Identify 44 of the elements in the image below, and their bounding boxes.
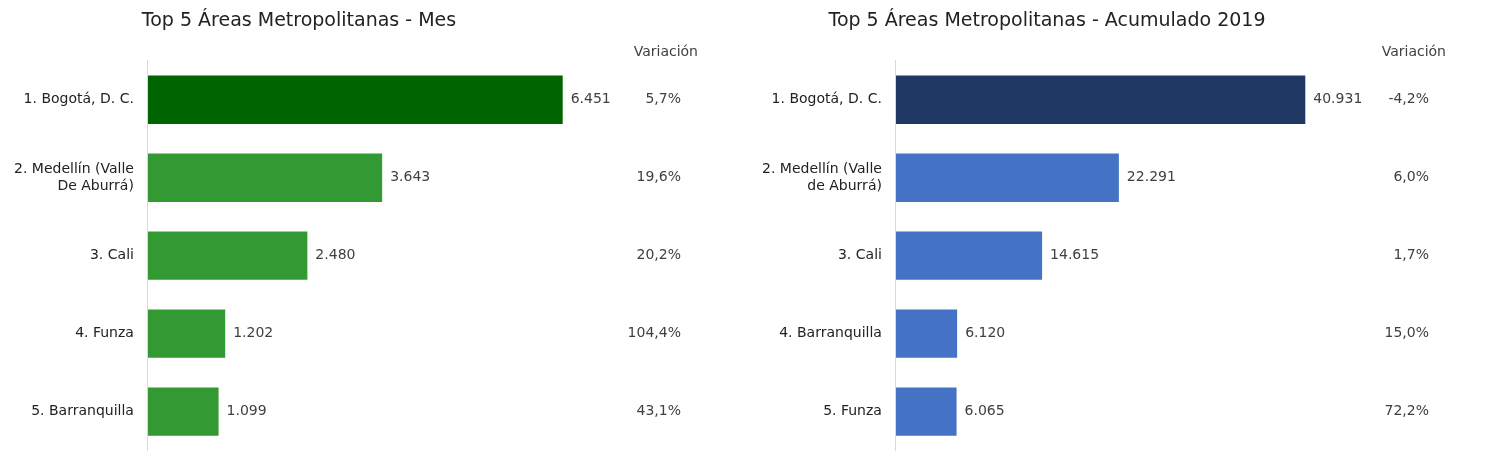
- text: 6,0%: [1393, 168, 1429, 185]
- data-label: 1.099: [226, 402, 267, 419]
- data-label: 1.202: [233, 324, 274, 341]
- bar: [147, 387, 219, 436]
- y-tick-label: 4. Funza: [75, 324, 134, 341]
- bar: [895, 231, 1043, 280]
- y-tick-label: 5. Funza: [823, 402, 882, 419]
- y-tick-label: 5. Barranquilla: [31, 402, 134, 419]
- data-label: 6.120: [965, 324, 1006, 341]
- text: 20,2%: [636, 246, 681, 263]
- bar: [895, 75, 1306, 124]
- chart-title: Top 5 Áreas Metropolitanas - Acumulado 2019: [827, 8, 1266, 31]
- bar: [895, 309, 958, 358]
- y-tick-label: 2. Medellín (Valle de Aburrá): [761, 159, 882, 193]
- y-tick-label: 3. Cali: [89, 246, 134, 263]
- text: 104,4%: [627, 324, 681, 341]
- bar: [147, 75, 563, 124]
- y-tick-label: 1. Bogotá, D. C.: [771, 90, 882, 107]
- data-label: 14.615: [1050, 246, 1100, 263]
- y-tick-label: 3. Cali: [837, 246, 882, 263]
- chart-title: Top 5 Áreas Metropolitanas - Mes: [140, 8, 457, 31]
- bar: [895, 153, 1119, 202]
- data-label: 3.643: [390, 168, 431, 185]
- data-label: 6.065: [964, 402, 1005, 419]
- data-label: 40.931: [1313, 90, 1363, 107]
- text: 72,2%: [1384, 402, 1429, 419]
- data-label: 22.291: [1126, 168, 1176, 185]
- bar: [147, 309, 226, 358]
- text: 1,7%: [1393, 246, 1429, 263]
- text: 43,1%: [636, 402, 681, 419]
- text: -4,2%: [1388, 90, 1429, 107]
- bar: [147, 153, 383, 202]
- bar: [147, 231, 308, 280]
- y-tick-label: 4. Barranquilla: [779, 324, 882, 341]
- data-label: 6.451: [570, 90, 611, 107]
- text: 19,6%: [636, 168, 681, 185]
- text: Variación: [633, 43, 698, 60]
- y-tick-label: 2. Medellín (Valle De Aburrá): [13, 159, 134, 193]
- text: 5,7%: [645, 90, 681, 107]
- text: 15,0%: [1384, 324, 1429, 341]
- data-label: 2.480: [315, 246, 356, 263]
- y-tick-label: 1. Bogotá, D. C.: [23, 90, 134, 107]
- text: Variación: [1381, 43, 1446, 60]
- bar: [895, 387, 957, 436]
